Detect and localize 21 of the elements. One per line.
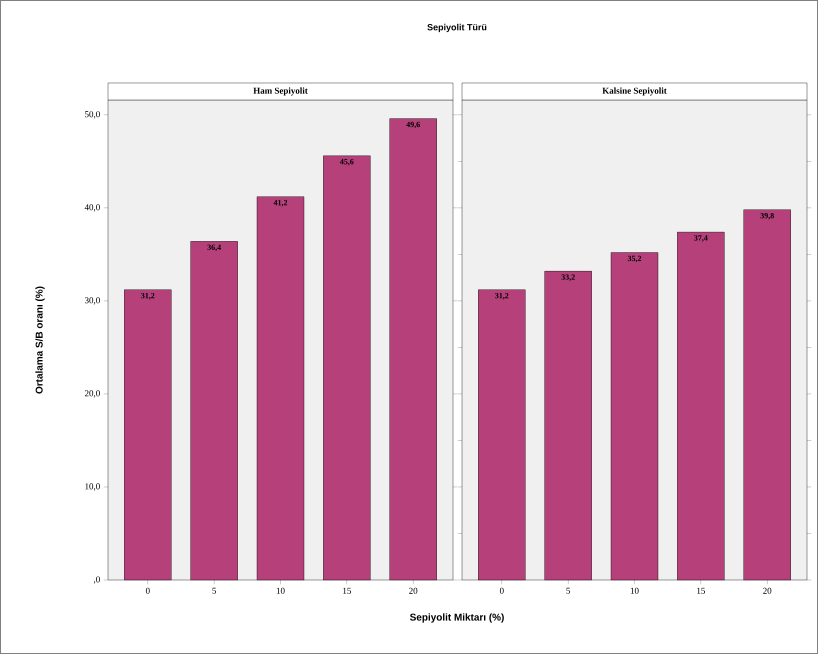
text: Sepiyolit Türü	[427, 24, 486, 32]
y-tick-label: 50,0	[85, 111, 100, 119]
y-tick-label: 30,0	[84, 297, 100, 305]
y-tick-label: 10,0	[85, 483, 100, 491]
y-tick-label: 20,0	[84, 390, 100, 398]
x-tick-label: 5	[566, 588, 570, 594]
x-tick-label: 15	[343, 588, 351, 594]
chart-title: Ham Sepiyolit	[253, 87, 308, 96]
x-tick-label: 0	[500, 588, 504, 594]
chart-title: Kalsine Sepiyolit	[602, 87, 667, 96]
x-tick-label: 15	[697, 588, 705, 594]
x-tick-label: 0	[146, 588, 150, 594]
x-tick-label: 10	[276, 588, 285, 594]
x-tick-label: 20	[763, 588, 772, 594]
x-tick-label: 20	[409, 588, 418, 594]
y-tick-label: 40,0	[84, 204, 100, 212]
x-axis-title: Sepiyolit Miktarı (%)	[410, 613, 504, 623]
y-tick-label: ,0	[94, 576, 100, 584]
x-tick-label: 5	[212, 588, 216, 594]
x-tick-label: 10	[630, 588, 639, 594]
y-axis-title: Ortalama S/B oranı (%)	[35, 286, 45, 394]
